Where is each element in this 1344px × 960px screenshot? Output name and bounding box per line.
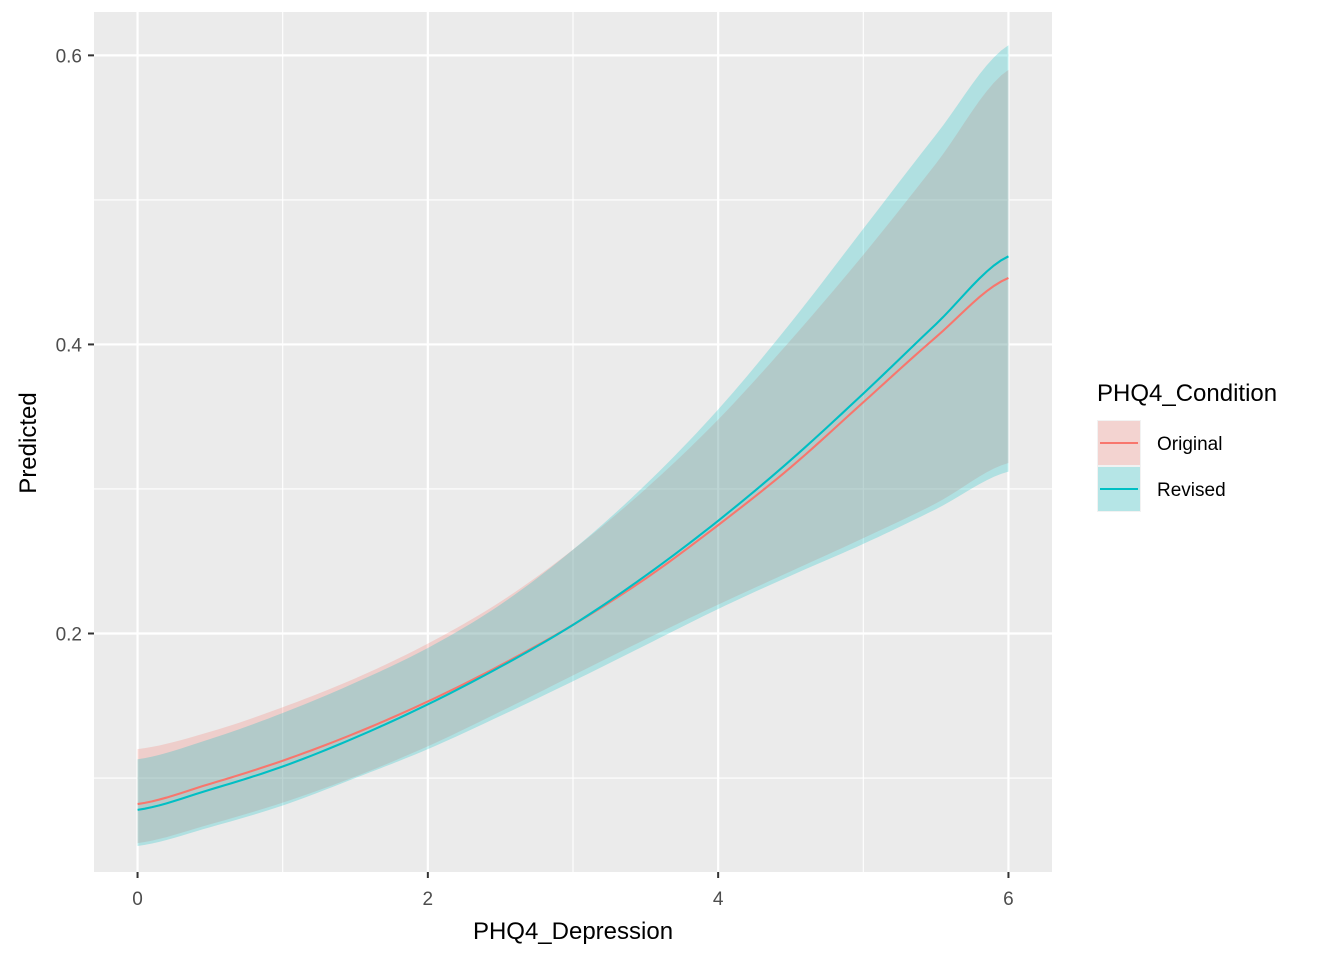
legend-item-revised: Revised bbox=[1097, 466, 1226, 512]
line-revised bbox=[137, 255, 1009, 811]
legend-items: Original Revised bbox=[1097, 420, 1226, 512]
major-gridlines bbox=[94, 12, 1052, 872]
x-tick-label: 0 bbox=[132, 889, 143, 910]
x-tick-label: 2 bbox=[423, 889, 434, 910]
legend-label: Revised bbox=[1157, 480, 1226, 501]
y-axis-title: Predicted bbox=[15, 392, 42, 493]
x-axis-title: PHQ4_Depression bbox=[473, 918, 673, 945]
x-tick-label: 6 bbox=[1003, 889, 1014, 910]
series-layer bbox=[137, 45, 1009, 846]
y-tick-label: 0.4 bbox=[56, 335, 83, 356]
legend-item-original: Original bbox=[1097, 420, 1222, 466]
legend-label: Original bbox=[1157, 434, 1222, 455]
y-tick-label: 0.6 bbox=[56, 46, 82, 67]
y-axis: 0.2 0.4 0.6 bbox=[56, 46, 94, 646]
legend: PHQ4_Condition Original Revised bbox=[1097, 380, 1277, 512]
minor-gridlines bbox=[94, 12, 1052, 872]
x-tick-label: 4 bbox=[713, 889, 724, 910]
ribbon-original bbox=[137, 69, 1009, 844]
ribbon-revised bbox=[137, 45, 1009, 846]
y-tick-label: 0.2 bbox=[56, 625, 82, 646]
x-axis: 0 2 4 6 bbox=[132, 872, 1014, 910]
legend-title: PHQ4_Condition bbox=[1097, 380, 1277, 407]
